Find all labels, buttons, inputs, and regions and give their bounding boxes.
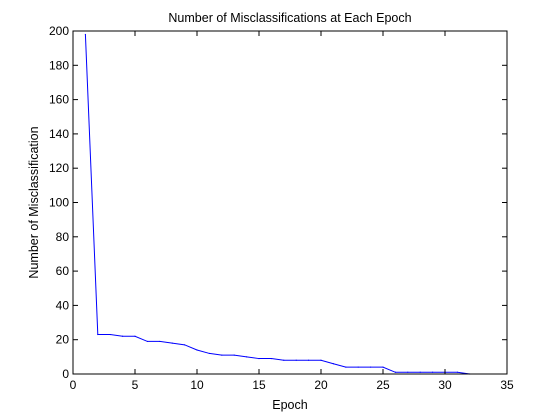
data-point	[134, 335, 136, 337]
y-tick-label: 20	[56, 333, 70, 347]
x-tick-label: 30	[438, 378, 452, 392]
data-point	[456, 371, 458, 373]
y-tick-label: 0	[62, 367, 69, 381]
data-point	[208, 352, 210, 355]
data-point	[109, 333, 111, 336]
data-point	[221, 354, 223, 356]
data-point	[246, 356, 248, 358]
x-tick-label: 20	[314, 378, 328, 392]
data-point	[332, 363, 334, 365]
data-point	[283, 359, 285, 361]
data-point	[432, 371, 434, 373]
data-point	[258, 357, 260, 360]
data-point	[159, 340, 161, 343]
y-tick-label: 100	[49, 196, 69, 210]
data-point	[394, 371, 396, 373]
data-point	[345, 366, 347, 368]
data-point	[184, 344, 186, 346]
x-tick-label: 10	[190, 378, 204, 392]
data-point	[308, 359, 310, 361]
axis-ticks: 0 5 10 15 20 25 30 35 0 20 40 60 80 100 120 140 160 180 20…	[49, 24, 514, 392]
y-tick-label: 40	[56, 298, 70, 312]
x-tick-label: 0	[70, 378, 77, 392]
y-tick-label: 200	[49, 24, 69, 38]
y-axis-label: Number of Misclassification	[27, 126, 41, 278]
data-point	[84, 33, 86, 36]
data-point	[320, 359, 322, 361]
data-point	[233, 354, 235, 356]
data-point	[122, 335, 124, 337]
x-tick-label: 5	[132, 378, 139, 392]
series-line	[84, 34, 470, 375]
y-tick-label: 80	[56, 230, 70, 244]
data-point	[146, 340, 148, 343]
x-axis-label: Epoch	[272, 398, 307, 412]
y-tick-label: 140	[49, 127, 69, 141]
chart-title: Number of Misclassifications at Each Epo…	[168, 11, 411, 25]
y-tick-label: 160	[49, 93, 69, 107]
y-tick-label: 180	[49, 58, 69, 72]
data-point	[419, 371, 421, 373]
x-tick-label: 35	[500, 378, 514, 392]
y-tick-label: 60	[56, 264, 70, 278]
x-tick-label: 25	[376, 378, 390, 392]
data-point	[295, 359, 297, 361]
data-point	[370, 366, 372, 368]
plot-area	[73, 31, 507, 374]
data-point	[407, 371, 409, 373]
data-point	[97, 333, 99, 336]
data-point	[357, 366, 359, 368]
data-point	[382, 366, 384, 368]
plot-frame	[72, 30, 508, 375]
data-point	[270, 357, 272, 360]
data-point	[171, 342, 173, 344]
x-tick-label: 15	[252, 378, 266, 392]
y-tick-label: 120	[49, 161, 69, 175]
series-layer	[84, 33, 471, 375]
data-point	[196, 349, 198, 351]
